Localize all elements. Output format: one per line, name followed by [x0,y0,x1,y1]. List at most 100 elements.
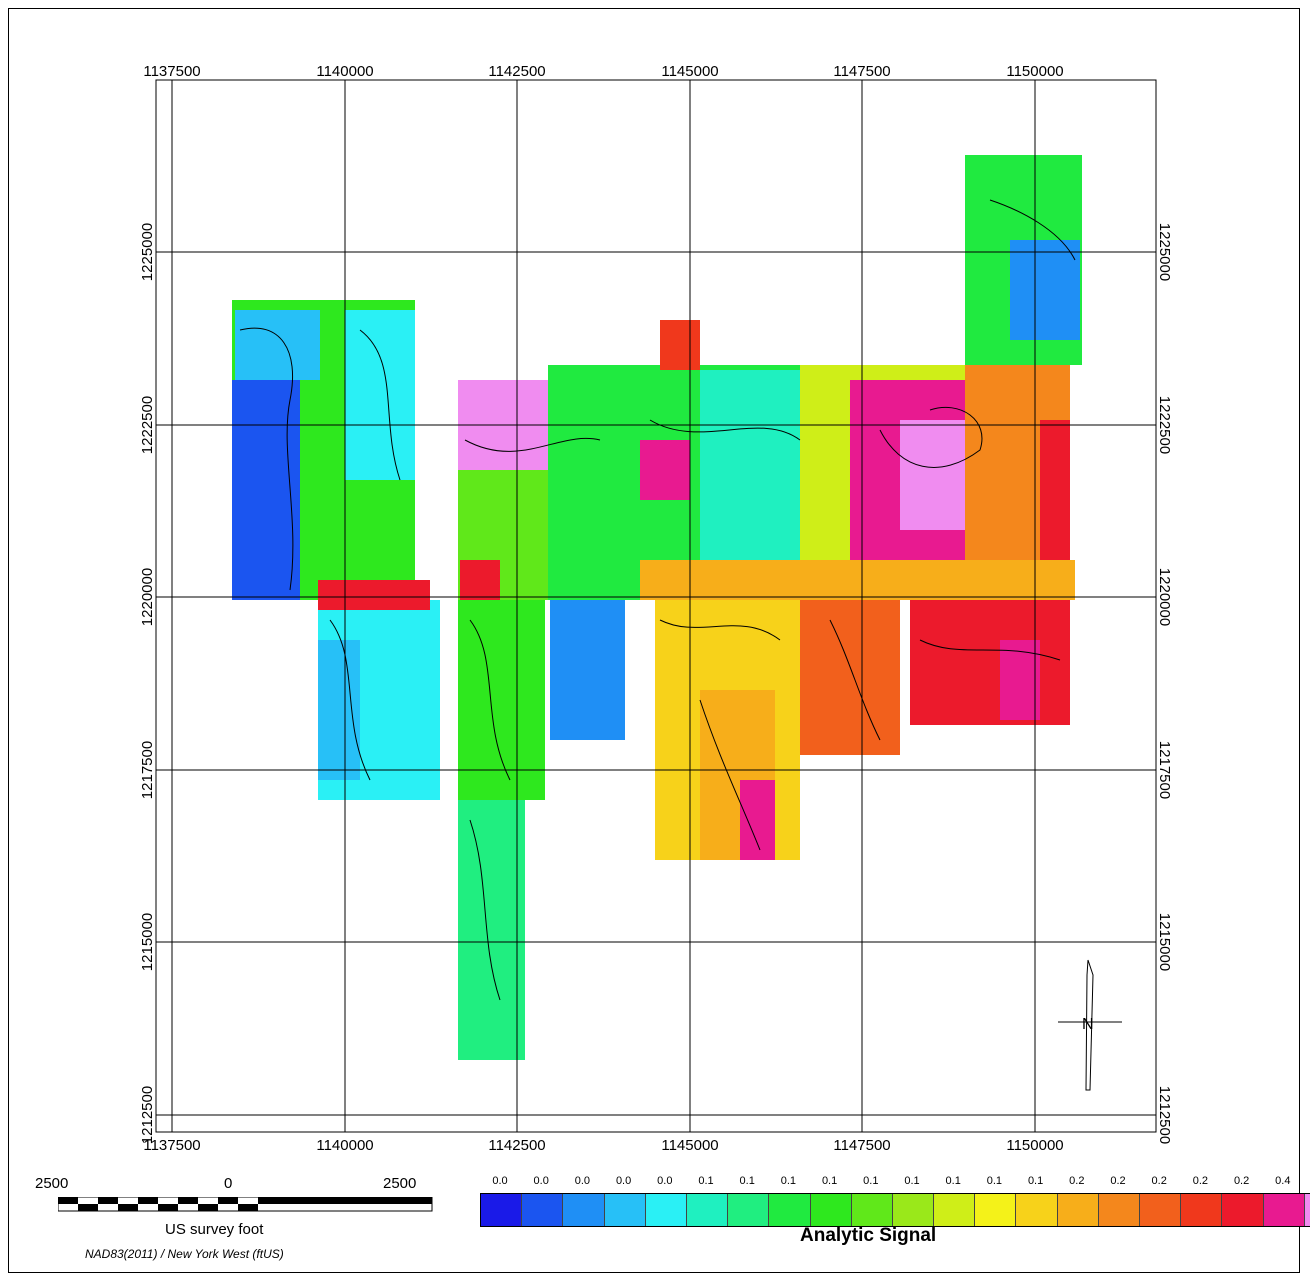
legend-swatch [892,1194,935,1226]
scale-bar-graphic [58,1197,433,1212]
legend-tick-label: 0.1 [821,1175,838,1187]
legend-title: Analytic Signal [800,1225,937,1246]
legend-tick-label: 0.1 [780,1175,797,1187]
x-tick-label-bottom: 1142500 [488,1137,545,1154]
contour-line [329,619,371,781]
signal-patch [550,600,625,740]
legend-swatch [934,1194,976,1226]
legend-swatch [645,1194,687,1226]
contour-line [919,639,1061,661]
contour-line [464,437,601,452]
contour-line [469,819,501,1001]
y-tick-label-left: 1220000 [139,568,156,626]
x-tick-label-top: 1142500 [488,63,545,80]
signal-patch [910,600,1070,725]
legend-swatch [1304,1194,1310,1226]
contour-line [659,619,781,641]
legend-tick-label: 0.1 [986,1175,1003,1187]
y-tick-label-right: 1215000 [1156,913,1173,971]
legend-swatch [1140,1194,1182,1226]
y-tick-label-right: 1222500 [1156,396,1173,454]
legend-swatch [522,1194,564,1226]
legend-labels: 0.0 0.0 0.0 0.0 0.0 0.1 0.1 0.1 0.1 0.1 0.1 0.1 0.1 0… [480,1175,1290,1191]
legend-swatch [810,1194,852,1226]
signal-patch [458,800,525,1060]
legend-swatch [1057,1194,1099,1226]
legend-swatch [1181,1194,1223,1226]
signal-patch [318,580,430,610]
y-tick-label-right: 1225000 [1156,223,1173,281]
legend-swatch [1222,1194,1264,1226]
signal-patch [700,370,800,600]
x-tick-label-bottom: 1150000 [1006,1137,1063,1154]
legend-swatch [975,1194,1017,1226]
legend-tick-label: 0.1 [1027,1175,1044,1187]
signal-patch [1040,420,1070,560]
legend-tick-label: 0.1 [739,1175,755,1187]
x-tick-label-top: 1150000 [1006,63,1063,80]
contour-line [359,329,401,481]
analytic-signal-grid [232,155,1082,1060]
signal-patch [640,440,690,500]
scale-bar: 2500 0 2500 US survey foot NAD83(2011) /… [30,1175,433,1270]
legend-swatch [728,1194,770,1226]
signal-patch [660,320,700,370]
legend-swatch [1016,1194,1058,1226]
signal-patch [458,600,545,800]
legend-tick-label: 0.2 [1192,1175,1209,1187]
color-legend: 0.0 0.0 0.0 0.0 0.0 0.1 0.1 0.1 0.1 0.1 0.1 0.1 0.1 0… [480,1175,1310,1265]
legend-swatch [563,1194,605,1226]
signal-patch [1000,640,1040,720]
contour-lines [239,199,1076,1001]
legend-color-bar [480,1193,1310,1227]
legend-swatch [1098,1194,1140,1226]
contour-line [879,406,983,468]
y-tick-label-right: 1220000 [1156,568,1173,626]
legend-swatch [851,1194,893,1226]
legend-tick-label: 0.2 [1151,1175,1167,1187]
legend-tick-label: 0.1 [904,1175,920,1187]
x-tick-label-bottom: 1145000 [661,1137,718,1154]
legend-swatch [1263,1194,1305,1226]
scale-right-label: 2500 [383,1175,417,1192]
legend-tick-label: 0.2 [1233,1175,1250,1187]
x-tick-label-top: 1140000 [316,63,373,80]
contour-line [989,199,1076,261]
contour-line [649,419,801,441]
legend-tick-label: 0.9 [1304,1175,1310,1187]
contour-line [469,619,511,781]
contour-line [699,699,761,851]
y-tick-label-right: 1217500 [1156,741,1173,799]
x-tick-label-top: 1137500 [143,63,200,80]
contour-line [239,327,294,591]
contour-line [829,619,881,741]
coordinate-labels: 1137500 1137500 1140000 1140000 1142500 11425… [139,63,1173,1154]
legend-tick-label: 0.0 [615,1175,632,1187]
legend-tick-label: 0.1 [945,1175,961,1187]
signal-patch [800,600,900,755]
legend-tick-label: 0.0 [533,1175,549,1187]
legend-swatch [686,1194,729,1226]
legend-tick-label: 0.2 [1110,1175,1126,1187]
legend-tick-label: 0.0 [492,1175,508,1187]
y-tick-label-left: 1215000 [139,913,156,971]
y-tick-label-left: 1212500 [139,1086,156,1144]
y-tick-label-left: 1222500 [139,396,156,454]
projection-label: NAD83(2011) / New York West (ftUS) [85,1247,284,1261]
signal-patch [460,560,500,600]
legend-swatch [481,1194,523,1226]
legend-tick-label: 0.1 [698,1175,714,1187]
x-tick-label-bottom: 1147500 [833,1137,890,1154]
signal-patch [232,380,300,600]
legend-swatch [604,1194,646,1226]
signal-patch [235,310,320,380]
legend-tick-label: 0.0 [574,1175,591,1187]
coordinate-grid [156,80,1156,1132]
svg-text:N: N [1082,1016,1094,1033]
signal-patch [900,420,970,530]
signal-patch [1010,240,1080,340]
legend-swatch [769,1194,811,1226]
legend-tick-label: 0.0 [657,1175,673,1187]
y-tick-label-left: 1217500 [139,741,156,799]
